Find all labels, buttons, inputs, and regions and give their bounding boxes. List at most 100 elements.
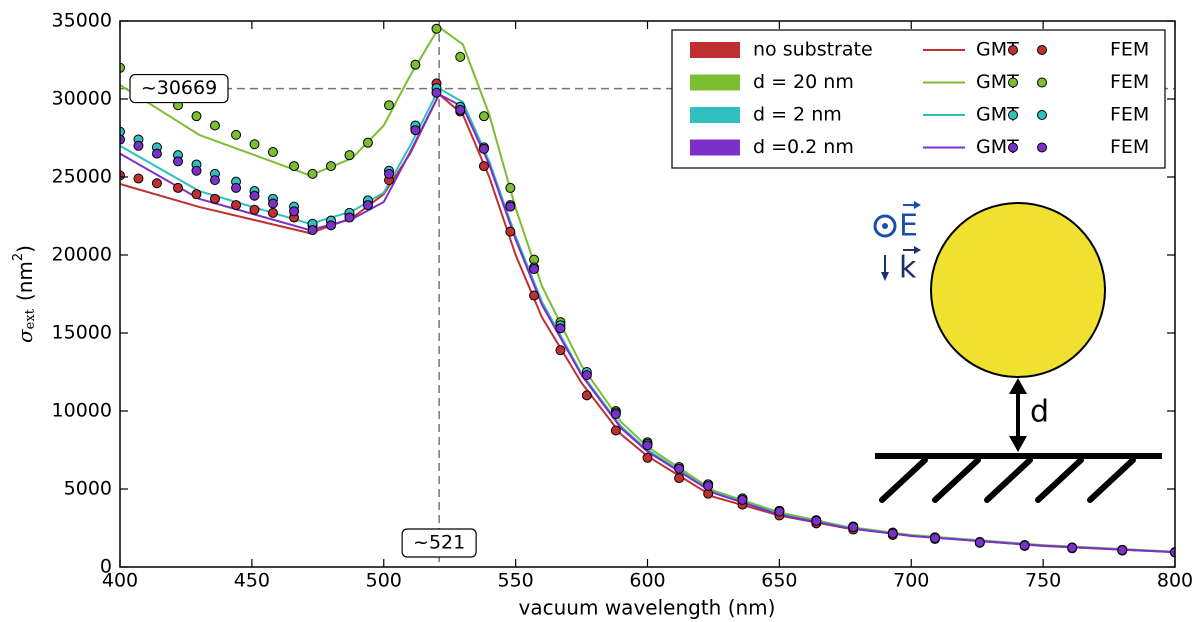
wavevector-label: k — [899, 251, 917, 286]
fem-marker — [267, 207, 278, 218]
fem-marker — [974, 537, 985, 548]
y-tick-label: 0 — [100, 556, 112, 578]
x-tick-label: 600 — [629, 570, 665, 592]
y-label-power: 2 — [11, 253, 26, 261]
fem-marker — [410, 59, 421, 70]
legend-marker — [1037, 45, 1047, 55]
fem-marker — [610, 409, 621, 420]
x-tick-label: 450 — [234, 570, 270, 592]
fem-marker — [887, 528, 898, 539]
fem-marker — [505, 201, 516, 212]
fem-marker — [555, 323, 566, 334]
fem-marker — [455, 104, 466, 115]
legend-label: FEM — [1110, 104, 1149, 126]
vector-arrow — [914, 246, 921, 254]
legend-label: d = 20 nm — [753, 71, 854, 93]
legend-label: FEM — [1110, 39, 1149, 61]
fem-marker — [191, 111, 202, 122]
fem-marker — [1019, 540, 1030, 551]
legend-marker — [1037, 142, 1047, 153]
legend-marker — [1037, 77, 1047, 88]
fem-marker — [231, 129, 242, 140]
fem-marker — [209, 193, 220, 204]
fem-marker — [505, 182, 516, 193]
fem-marker — [674, 463, 685, 474]
annotation-layer — [120, 21, 1175, 567]
fem-marker — [120, 170, 125, 181]
fem-marker — [151, 178, 162, 189]
annotation-label: ~521 — [413, 532, 465, 554]
legend-marker — [1008, 110, 1018, 120]
fem-marker — [267, 147, 278, 158]
fem-marker — [1067, 542, 1078, 553]
fem-marker — [151, 148, 162, 159]
arrow-head — [1009, 436, 1027, 452]
fem-marker — [120, 62, 125, 73]
legend-label: d =0.2 nm — [753, 136, 854, 158]
fem-marker — [1117, 545, 1128, 556]
fem-marker — [774, 506, 785, 517]
x-tick-label: 650 — [761, 570, 797, 592]
legend-label: no substrate — [753, 39, 873, 61]
legend-label: FEM — [1110, 136, 1149, 158]
fem-marker — [326, 220, 336, 231]
vector-arrow — [914, 201, 921, 209]
fem-marker — [703, 480, 714, 491]
fem-marker — [120, 134, 125, 145]
fem-marker — [410, 125, 421, 136]
y-tick-label: 10000 — [52, 400, 112, 422]
fem-marker — [811, 515, 822, 526]
fem-marker — [642, 452, 653, 463]
fem-marker — [581, 390, 592, 401]
field-symbol — [873, 214, 897, 238]
fem-marker — [529, 264, 540, 275]
x-tick-label: 700 — [893, 570, 929, 592]
fem-marker — [384, 100, 395, 111]
legend-marker — [1037, 110, 1047, 120]
fem-marker — [478, 161, 489, 172]
x-tick-label: 400 — [102, 570, 138, 592]
annotation-box — [401, 528, 477, 558]
fem-marker — [478, 111, 489, 122]
annotation-box — [129, 73, 229, 104]
y-tick-label: 5000 — [64, 478, 112, 500]
inset-diagram: d E k — [873, 201, 1162, 503]
legend-marker — [1008, 77, 1018, 88]
fem-marker — [929, 533, 940, 544]
fem-marker — [307, 168, 318, 179]
data-layer — [120, 23, 1175, 558]
fem-marker — [848, 522, 859, 533]
fem-marker — [431, 87, 442, 98]
legend-swatch — [690, 139, 740, 156]
fem-marker — [209, 175, 220, 186]
fem-marker — [173, 182, 184, 193]
x-tick-label: 500 — [366, 570, 402, 592]
y-tick-label: 15000 — [52, 322, 112, 344]
field-symbol — [882, 223, 888, 229]
fem-marker — [529, 290, 540, 301]
y-label-unit: (nm — [13, 261, 37, 301]
annotation-label: ~30669 — [141, 77, 217, 99]
fem-marker — [674, 473, 685, 484]
fem-marker — [642, 440, 653, 451]
fem-marker — [249, 204, 260, 215]
hatching — [879, 457, 1136, 503]
legend-swatch — [690, 74, 740, 91]
legend: no substrate GMT FEM d = 20 nm GMT FEM d = 2 n… — [671, 29, 1166, 169]
legend-label: d = 2 nm — [753, 104, 842, 126]
fem-marker — [555, 345, 566, 356]
legend-label: FEM — [1110, 71, 1149, 93]
fem-marker — [505, 226, 516, 237]
fem-marker — [1170, 547, 1175, 558]
legend-label: GMT — [976, 104, 1019, 126]
y-label-close: ) — [13, 245, 37, 253]
fem-marker — [307, 225, 318, 236]
y-tick-label: 35000 — [52, 10, 112, 32]
fem-marker — [344, 212, 355, 223]
fem-marker — [289, 206, 300, 217]
y-tick-label: 25000 — [52, 166, 112, 188]
fem-marker — [610, 425, 621, 436]
x-tick-label: 550 — [497, 570, 533, 592]
